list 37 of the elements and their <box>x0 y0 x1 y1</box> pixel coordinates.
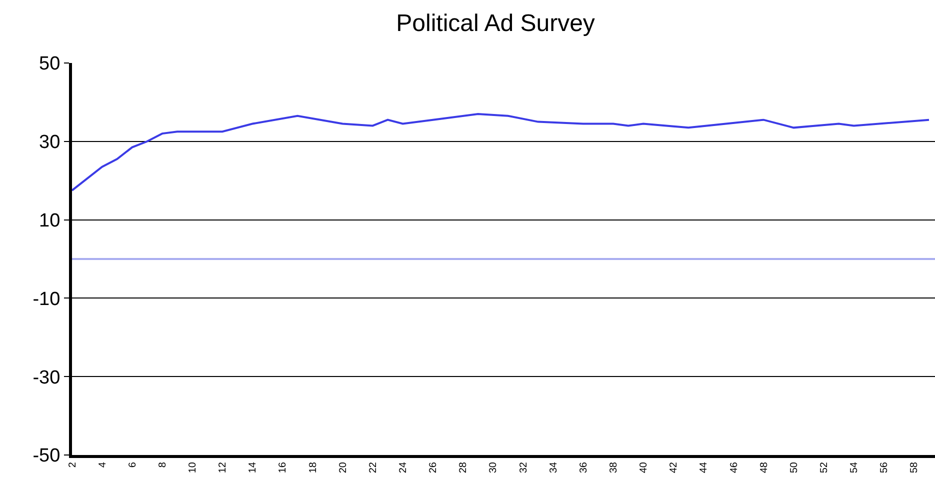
x-tick-label: 40 <box>638 462 650 474</box>
x-tick-label: 6 <box>127 462 138 468</box>
y-tick-label: 10 <box>39 210 60 232</box>
x-tick-label: 46 <box>728 462 740 474</box>
x-tick-label: 34 <box>548 462 560 474</box>
y-tick-label: -30 <box>32 367 60 388</box>
x-tick-label: 24 <box>398 462 410 474</box>
line-series <box>72 112 930 192</box>
x-tick-label: 36 <box>578 462 590 474</box>
x-tick-label: 54 <box>849 462 860 474</box>
x-tick-label: 48 <box>758 462 770 474</box>
x-tick-label: 14 <box>248 462 259 474</box>
y-tick-label: -50 <box>32 446 60 467</box>
x-tick-label: 50 <box>788 462 800 474</box>
x-tick-label: 28 <box>458 462 470 474</box>
x-tick-label: 42 <box>668 462 680 474</box>
x-tick-label: 22 <box>368 462 379 474</box>
chart-title: Political Ad Survey <box>396 10 595 38</box>
y-tick-label: -10 <box>32 288 60 310</box>
x-tick-label: 44 <box>698 462 710 474</box>
y-tick-label: 50 <box>39 54 60 75</box>
x-tick-label: 8 <box>157 462 168 468</box>
x-tick-label: 4 <box>97 462 108 468</box>
x-tick-label: 52 <box>818 462 830 474</box>
x-tick-label: 30 <box>488 462 500 474</box>
x-tick-label: 2 <box>67 462 78 468</box>
x-tick-label: 10 <box>188 462 199 474</box>
x-tick-label: 32 <box>518 462 530 474</box>
y-tick-label: 30 <box>39 132 60 154</box>
x-tick-label: 18 <box>308 462 319 474</box>
x-tick-label: 16 <box>278 462 289 474</box>
x-tick-label: 12 <box>218 462 229 474</box>
x-tick-label: 38 <box>608 462 620 474</box>
x-tick-label: 58 <box>909 462 920 474</box>
x-tick-label: 56 <box>879 462 890 474</box>
x-tick-label: 20 <box>338 462 349 474</box>
x-tick-label: 26 <box>428 462 440 474</box>
